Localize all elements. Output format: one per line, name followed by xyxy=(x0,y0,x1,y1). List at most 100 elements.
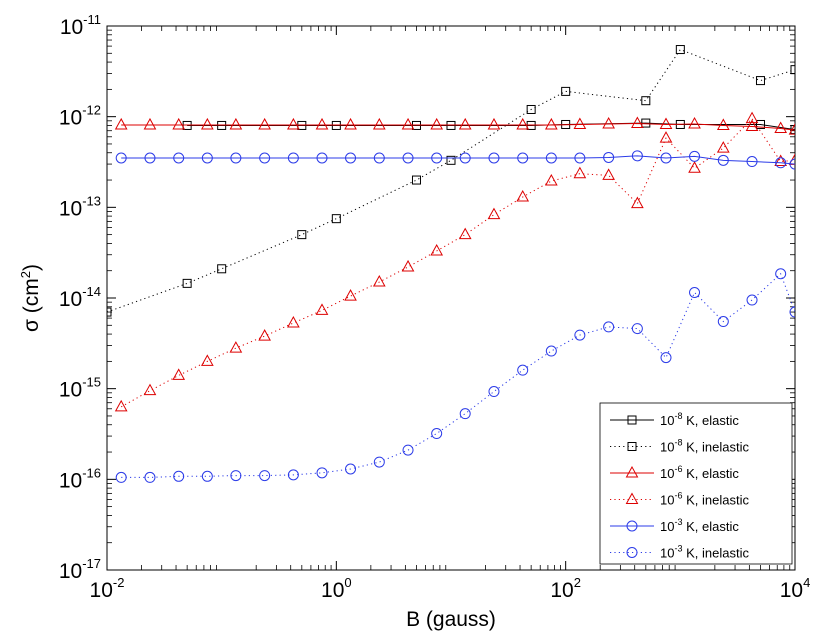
data-point-triangle xyxy=(688,116,701,129)
legend-label-exp: -8 xyxy=(674,411,682,421)
x-tick-label-exp: 4 xyxy=(803,575,810,590)
legend-item: 10-3 K, elastic xyxy=(610,517,739,534)
legend-label-rest: K, elastic xyxy=(682,466,739,481)
data-point-circle xyxy=(259,470,271,482)
legend-label: 10-8 K, inelastic xyxy=(660,438,749,455)
data-point-circle xyxy=(789,158,795,170)
data-point-triangle xyxy=(430,117,444,130)
y-tick-label-base: 10 xyxy=(59,107,82,130)
series-layer xyxy=(107,45,795,483)
data-point-square xyxy=(561,86,571,96)
data-point-circle xyxy=(775,268,787,280)
legend-label: 10-6 K, elastic xyxy=(660,464,739,481)
data-point-triangle xyxy=(344,289,357,301)
data-point-triangle xyxy=(143,117,157,130)
data-point-square xyxy=(411,175,421,185)
y-tick-label-base: 10 xyxy=(59,379,82,402)
data-point-circle xyxy=(746,294,758,306)
data-point-square xyxy=(297,230,307,240)
data-point-triangle xyxy=(200,354,214,366)
data-point-triangle xyxy=(315,117,329,130)
data-point-circle xyxy=(603,321,615,333)
legend-item: 10-8 K, inelastic xyxy=(610,438,749,455)
data-point-circle xyxy=(660,152,672,164)
y-tick-label-exp: -11 xyxy=(83,12,101,27)
legend-marker-triangle xyxy=(625,465,639,478)
data-point-triangle xyxy=(716,141,730,153)
data-point-triangle xyxy=(516,117,530,130)
data-point-circle xyxy=(230,470,242,482)
data-point-triangle xyxy=(172,368,186,380)
data-point-circle xyxy=(746,156,758,168)
data-point-triangle xyxy=(788,123,795,135)
data-point-circle xyxy=(373,456,385,468)
data-point-square xyxy=(755,76,765,86)
y-tick-label: 10-11 xyxy=(60,12,101,39)
data-point-square xyxy=(675,45,685,55)
data-point-square xyxy=(217,264,227,274)
data-point-circle xyxy=(431,428,443,440)
data-point-square xyxy=(526,104,536,114)
y-tick-label-base: 10 xyxy=(59,197,82,220)
x-tick-label: 104 xyxy=(780,575,811,602)
x-tick-label-exp: -2 xyxy=(113,575,125,590)
y-axis-title-main: σ (cm xyxy=(20,278,43,332)
series-1e-3-k-inelastic xyxy=(115,268,795,483)
data-point-triangle xyxy=(631,116,644,129)
y-tick-label-exp: -12 xyxy=(82,103,101,118)
data-point-circle xyxy=(345,152,357,164)
data-point-circle xyxy=(402,444,414,456)
legend-item: 10-6 K, inelastic xyxy=(610,491,749,508)
data-point-triangle xyxy=(200,117,214,130)
data-point-triangle xyxy=(172,117,186,130)
data-point-triangle xyxy=(258,117,271,130)
data-point-circle xyxy=(574,329,586,341)
y-tick-label-base: 10 xyxy=(59,469,82,492)
legend-marker-triangle xyxy=(625,492,639,504)
data-point-triangle xyxy=(372,274,386,287)
data-point-circle xyxy=(603,151,615,163)
y-tick-label: 10-16 xyxy=(59,465,101,492)
x-tick-label: 100 xyxy=(321,575,352,602)
data-point-triangle xyxy=(487,117,501,130)
data-point-triangle xyxy=(430,243,444,256)
x-tick-label-base: 10 xyxy=(550,579,573,602)
data-point-triangle xyxy=(114,399,128,412)
series-line xyxy=(121,155,795,165)
data-point-circle xyxy=(545,152,557,164)
data-point-circle xyxy=(144,152,156,164)
legend-label: 10-8 K, elastic xyxy=(660,411,739,428)
data-point-triangle xyxy=(631,196,644,209)
data-point-circle xyxy=(631,150,643,162)
legend-label-rest: K, elastic xyxy=(682,413,739,428)
data-point-triangle xyxy=(114,117,128,130)
y-tick-label-base: 10 xyxy=(60,16,83,39)
legend-label-base: 10 xyxy=(660,519,674,534)
data-point-circle xyxy=(316,152,328,164)
data-point-triangle xyxy=(516,189,530,202)
data-point-triangle xyxy=(458,227,472,240)
data-point-triangle xyxy=(287,315,300,328)
data-point-triangle xyxy=(745,119,759,131)
y-tick-label: 10-15 xyxy=(59,375,101,402)
legend-item: 10-6 K, elastic xyxy=(610,464,739,481)
data-point-triangle xyxy=(487,207,501,220)
legend-label-rest: K, inelastic xyxy=(682,546,749,561)
series-1e-8-k-inelastic xyxy=(107,45,795,317)
data-point-circle xyxy=(230,152,242,164)
data-point-circle xyxy=(316,467,328,479)
data-point-triangle xyxy=(229,341,243,353)
data-point-circle xyxy=(201,152,213,164)
data-point-circle xyxy=(459,152,471,164)
y-tick-label-base: 10 xyxy=(59,288,82,311)
legend-box xyxy=(599,402,793,565)
legend-item: 10-8 K, elastic xyxy=(610,411,739,428)
y-tick-label: 10-17 xyxy=(59,556,101,583)
y-tick-label-exp: -14 xyxy=(82,284,101,299)
data-point-triangle xyxy=(401,117,415,130)
legend-label-rest: K, elastic xyxy=(682,519,739,534)
data-point-square xyxy=(446,155,456,165)
data-point-triangle xyxy=(258,329,271,341)
